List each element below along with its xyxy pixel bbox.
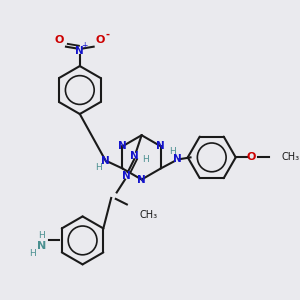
Text: O: O: [95, 35, 105, 45]
Text: N: N: [75, 46, 84, 56]
Text: H: H: [39, 231, 45, 240]
Text: N: N: [118, 141, 127, 151]
Text: N: N: [38, 241, 46, 251]
Text: H: H: [169, 147, 176, 156]
Text: N: N: [173, 154, 182, 164]
Text: H: H: [142, 155, 149, 164]
Text: N: N: [156, 141, 165, 151]
Text: H: H: [29, 249, 36, 258]
Text: O: O: [247, 152, 256, 162]
Text: -: -: [106, 30, 110, 40]
Text: O: O: [55, 35, 64, 45]
Text: N: N: [137, 175, 146, 184]
Text: H: H: [95, 163, 102, 172]
Text: N: N: [130, 151, 139, 160]
Text: CH₃: CH₃: [282, 152, 300, 162]
Text: CH₃: CH₃: [140, 210, 158, 220]
Text: +: +: [81, 41, 88, 50]
Text: N: N: [122, 171, 131, 181]
Text: N: N: [101, 156, 110, 166]
